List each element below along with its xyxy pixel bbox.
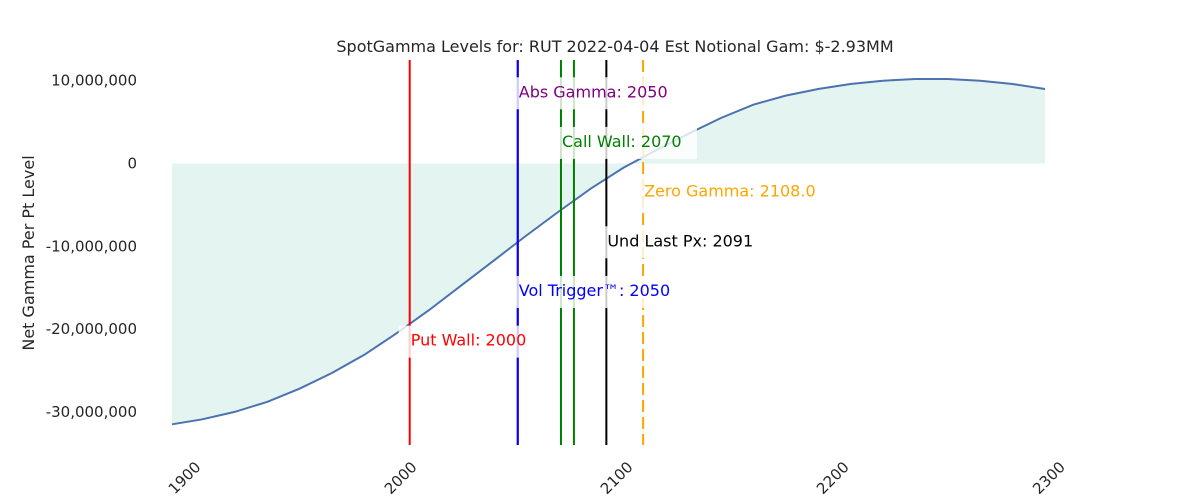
- level-label-4: Zero Gamma: 2108.0: [644, 182, 816, 201]
- y-tick-label: 10,000,000: [51, 72, 137, 90]
- y-tick-label: 0: [127, 154, 137, 172]
- level-label-5: Und Last Px: 2091: [607, 231, 753, 250]
- y-tick-label: -20,000,000: [46, 320, 137, 338]
- level-label-bg-5: [595, 226, 760, 259]
- x-tick-label: 2200: [813, 458, 853, 498]
- level-label-bg-6: [506, 275, 680, 308]
- gamma-fill-area: [172, 79, 1045, 425]
- level-label-6: Vol Trigger™: 2050: [519, 281, 670, 300]
- level-label-2: Call Wall: 2070: [562, 132, 682, 151]
- chart-title: SpotGamma Levels for: RUT 2022-04-04 Est…: [336, 37, 893, 56]
- level-label-bg-2: [549, 126, 697, 159]
- y-tick-label: -10,000,000: [46, 237, 137, 255]
- y-axis-label: Net Gamma Per Pt Level: [19, 155, 38, 350]
- gamma-fill: [172, 79, 1045, 425]
- x-tick-label: 2000: [381, 458, 421, 498]
- gamma-line-layer: [171, 78, 1046, 426]
- x-tick-label: 2100: [597, 458, 637, 498]
- x-tick-label: 1900: [165, 458, 205, 498]
- level-label-1: Abs Gamma: 2050: [519, 82, 668, 101]
- x-axis-ticks: 1900 2000 2100 2200 2300: [165, 458, 1069, 498]
- y-tick-label: -30,000,000: [46, 403, 137, 421]
- level-label-bg-0: [398, 325, 538, 358]
- x-tick-label: 2300: [1029, 458, 1069, 498]
- level-label-bg-4: [632, 176, 805, 209]
- y-axis-ticks: 10,000,000 0 -10,000,000 -20,000,000 -30,000…: [46, 72, 137, 421]
- gamma-line: [171, 78, 1046, 426]
- level-lines: Put Wall: 2000 Abs Gamma: 2050 Call Wall: …: [398, 60, 816, 445]
- level-label-0: Put Wall: 2000: [411, 331, 527, 350]
- level-label-bg-1: [506, 77, 654, 110]
